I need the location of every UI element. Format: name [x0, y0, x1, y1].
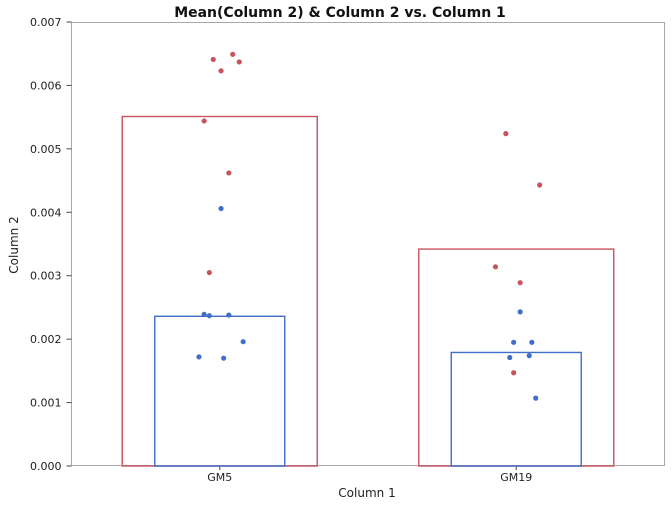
- data-point: [533, 395, 539, 401]
- y-tick-label: 0.006: [30, 79, 62, 92]
- mean-bar-red-gm5: [121, 115, 318, 467]
- data-point: [226, 312, 232, 318]
- y-axis-label: Column 2: [7, 216, 21, 273]
- mean-bar-blue-gm19: [450, 351, 582, 467]
- y-tick-label: 0.004: [30, 206, 62, 219]
- data-point: [196, 354, 202, 360]
- y-tick-label: 0.000: [30, 460, 62, 473]
- data-point: [221, 355, 227, 361]
- x-tick-label: GM19: [500, 471, 532, 484]
- data-point: [511, 339, 517, 345]
- data-point: [201, 311, 207, 318]
- data-point: [236, 59, 242, 65]
- data-point: [206, 313, 212, 319]
- data-point: [503, 131, 509, 137]
- data-point: [218, 205, 224, 212]
- data-point: [206, 269, 212, 276]
- x-tick-label: GM5: [207, 471, 232, 484]
- plot-frame: [71, 22, 665, 466]
- data-point: [537, 182, 543, 188]
- mean-bar-blue-gm5: [154, 315, 286, 467]
- x-axis-label: Column 1: [338, 486, 395, 500]
- data-point: [210, 56, 216, 63]
- data-point: [517, 280, 523, 286]
- data-point: [230, 51, 236, 57]
- mean-bar-red-gm19: [418, 248, 615, 467]
- data-point: [511, 370, 517, 376]
- y-tick-label: 0.005: [30, 143, 62, 156]
- data-point: [517, 309, 523, 315]
- y-tick-label: 0.002: [30, 333, 62, 346]
- y-tick-label: 0.007: [30, 16, 62, 29]
- data-point: [201, 118, 207, 124]
- data-point: [226, 170, 232, 176]
- data-point: [218, 68, 224, 74]
- chart-title: Mean(Column 2) & Column 2 vs. Column 1: [174, 5, 506, 21]
- data-point: [507, 354, 513, 361]
- data-point: [529, 339, 535, 345]
- y-tick-label: 0.003: [30, 270, 62, 283]
- y-tick-label: 0.001: [30, 397, 62, 410]
- data-point: [240, 339, 246, 345]
- data-point: [492, 264, 499, 270]
- data-point: [526, 353, 532, 359]
